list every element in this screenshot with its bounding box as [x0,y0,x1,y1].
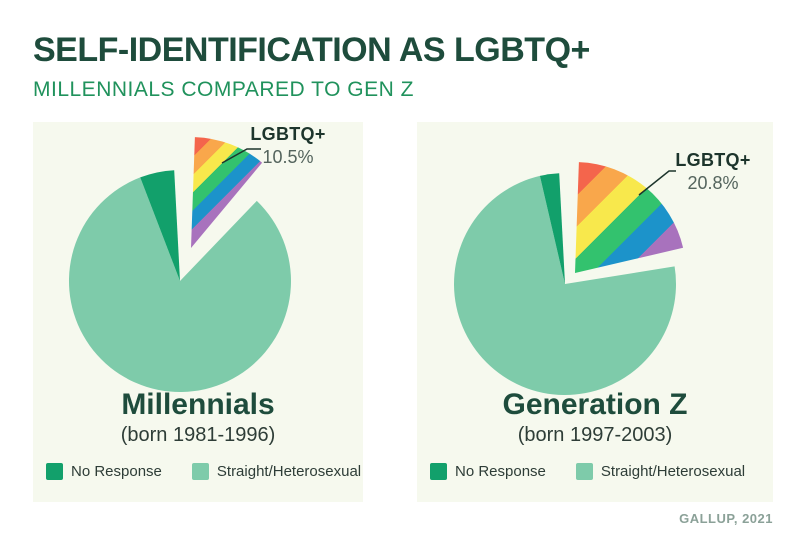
no-response-slice [539,173,565,284]
lgbtq-rainbow-slice [191,137,263,248]
generation-years: (born 1981-1996) [120,424,276,446]
legend: No Response Straight/Heterosexual [430,463,767,480]
pie-chart [454,162,684,396]
callout-label: LGBTQ+ [250,124,326,144]
generation-title: Millennials [121,388,275,421]
source-credit: GALLUP, 2021 [679,511,773,526]
legend-item-straight: Straight/Heterosexual [575,463,746,480]
straight-slice [454,175,677,396]
legend-item-no-response: No Response [46,463,162,480]
legend-item-no-response: No Response [430,463,546,480]
genz-lgbtq-callout: LGBTQ+ 20.8% [657,150,769,193]
legend-label: Straight/Heterosexual [600,463,746,480]
legend-label: No Response [455,463,546,480]
pie-chart [68,137,291,393]
no-response-slice [140,170,180,281]
main-title: SELF-IDENTIFICATION AS LGBTQ+ [33,31,590,69]
callout-value: 10.5% [262,146,314,167]
generation-title: Generation Z [502,388,688,421]
legend-item-straight: Straight/Heterosexual [191,463,362,480]
callout-value: 20.8% [687,172,739,193]
legend-label: No Response [71,463,162,480]
main-subtitle: MILLENNIALS COMPARED TO GEN Z [33,78,414,101]
genz-panel: LGBTQ+ 20.8% Generation Z (born 1997-200… [417,122,773,502]
legend-label: Straight/Heterosexual [216,463,362,480]
straight-swatch [191,463,209,480]
millennials-panel: LGBTQ+ 10.5% Millennials (born 1981-1996… [33,122,363,502]
no-response-swatch [430,463,447,480]
legend: No Response Straight/Heterosexual [46,463,361,480]
callout-label: LGBTQ+ [675,150,751,170]
millennials-pie [33,122,363,402]
straight-swatch [575,463,593,480]
millennials-lgbtq-callout: LGBTQ+ 10.5% [230,124,346,167]
straight-slice [68,177,291,393]
generation-years: (born 1997-2003) [517,424,673,446]
lgbtq-rainbow-slice [575,162,684,273]
callout-leader-line [221,148,261,164]
callout-leader-line [638,170,676,196]
no-response-swatch [46,463,63,480]
genz-pie [417,122,773,402]
